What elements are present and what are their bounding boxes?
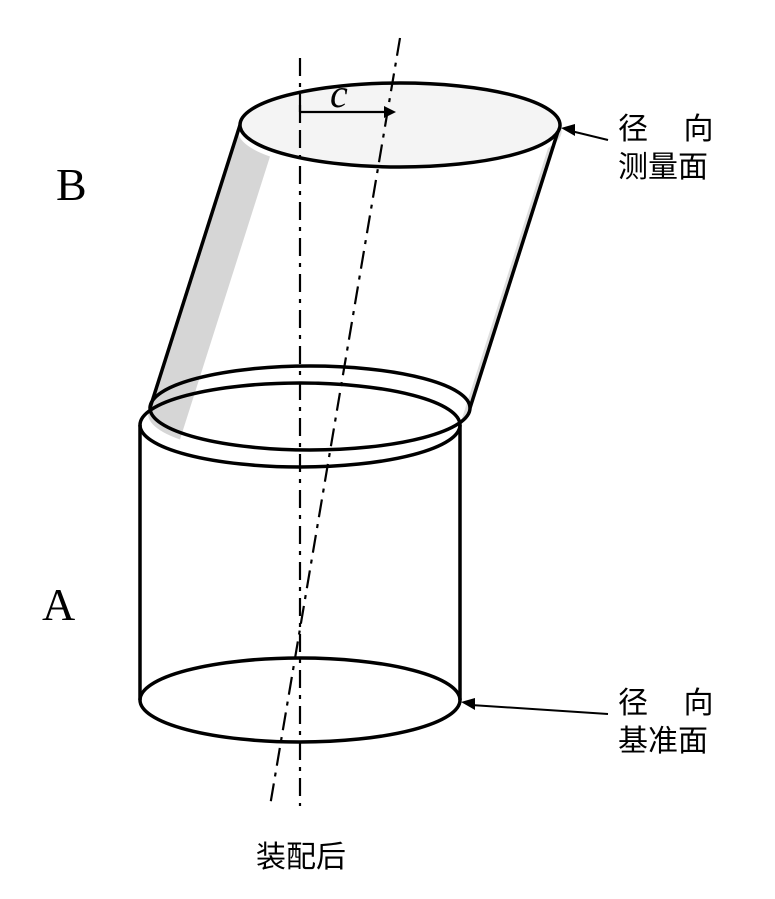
label-B: B: [56, 158, 87, 211]
label-A: A: [42, 578, 75, 631]
upper-bottom-ellipse: [150, 366, 470, 450]
pointer-bottom-line: [471, 705, 608, 714]
label-top-line2: 测量面: [618, 142, 708, 186]
label-bottom-line2: 基准面: [618, 716, 708, 760]
upper-right-side: [470, 125, 560, 408]
pointer-top-head: [561, 124, 575, 136]
pointer-top-line: [571, 131, 608, 140]
caption: 装配后: [256, 832, 346, 876]
upper-top-ellipse: [240, 83, 560, 167]
pointer-bottom-head: [461, 698, 475, 710]
upper-left-shade: [148, 125, 270, 440]
label-c: c: [330, 70, 348, 117]
